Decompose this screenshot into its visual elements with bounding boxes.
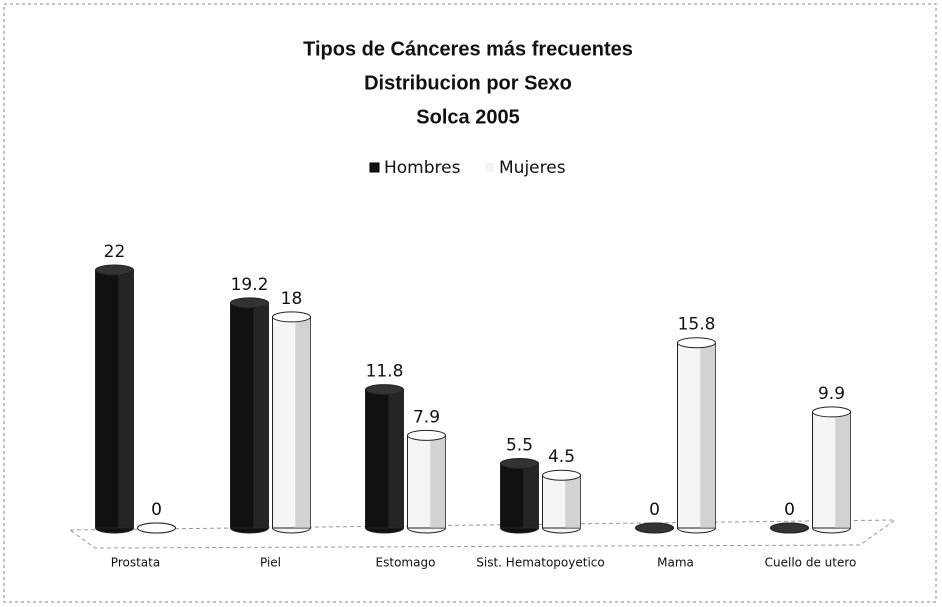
data-label: 0 xyxy=(151,500,162,520)
bar-top xyxy=(137,522,176,534)
chart-title: Distribucion por Sexo xyxy=(364,72,572,94)
bar-shade xyxy=(523,463,539,528)
bar xyxy=(95,264,134,534)
bar xyxy=(635,522,674,534)
legend-label: Mujeres xyxy=(499,158,566,178)
bar-top xyxy=(272,311,311,323)
legend-label: Hombres xyxy=(384,158,461,178)
data-label: 7.9 xyxy=(413,407,440,427)
floor xyxy=(68,519,897,549)
chart-border xyxy=(3,3,937,603)
data-label: 9.9 xyxy=(818,384,845,404)
bar-top xyxy=(500,458,539,469)
bar-shade xyxy=(388,389,404,528)
bar-shade xyxy=(253,302,269,528)
data-label: 0 xyxy=(649,500,660,520)
bar-top xyxy=(365,384,404,396)
data-label: 0 xyxy=(784,500,795,520)
data-label: 5.5 xyxy=(506,436,533,456)
x-tick-label: Estomago xyxy=(376,556,436,570)
data-label: 19.2 xyxy=(231,275,269,295)
legend-swatch xyxy=(369,162,380,173)
bar xyxy=(812,406,851,534)
x-tick-label: Mama xyxy=(657,556,694,570)
bar xyxy=(500,458,539,534)
bar xyxy=(770,522,809,534)
bar-shade xyxy=(565,475,581,528)
bar-top xyxy=(812,406,851,418)
bar xyxy=(272,311,311,534)
bar-shade xyxy=(835,411,851,528)
bar-shade xyxy=(700,342,716,528)
bar xyxy=(677,337,716,534)
bar xyxy=(230,297,269,534)
x-tick-label: Prostata xyxy=(111,556,160,570)
bar-top xyxy=(542,469,581,481)
bar-top xyxy=(407,429,446,441)
x-tick-label: Sist. Hematopoyetico xyxy=(476,556,604,570)
chart-title: Tipos de Cánceres más frecuentes xyxy=(303,38,633,60)
bar xyxy=(407,429,446,534)
chart-title: Solca 2005 xyxy=(416,106,519,128)
data-label: 11.8 xyxy=(366,362,404,382)
bar-top xyxy=(635,522,674,534)
x-tick-label: Piel xyxy=(260,556,281,570)
bar-top xyxy=(770,522,809,534)
bar-top xyxy=(230,297,269,309)
bar xyxy=(137,522,176,534)
bar-shade xyxy=(430,435,446,528)
data-label: 22 xyxy=(104,242,126,262)
legend-swatch xyxy=(485,163,494,172)
bar-top xyxy=(677,337,716,349)
data-label: 18 xyxy=(281,289,303,309)
data-label: 15.8 xyxy=(678,315,716,335)
bar xyxy=(542,469,581,534)
bar-shade xyxy=(295,316,311,528)
data-label: 4.5 xyxy=(548,447,575,467)
bar-top xyxy=(95,264,134,276)
x-tick-label: Cuello de utero xyxy=(765,556,857,570)
bar-shade xyxy=(118,270,134,528)
bar xyxy=(365,384,404,534)
